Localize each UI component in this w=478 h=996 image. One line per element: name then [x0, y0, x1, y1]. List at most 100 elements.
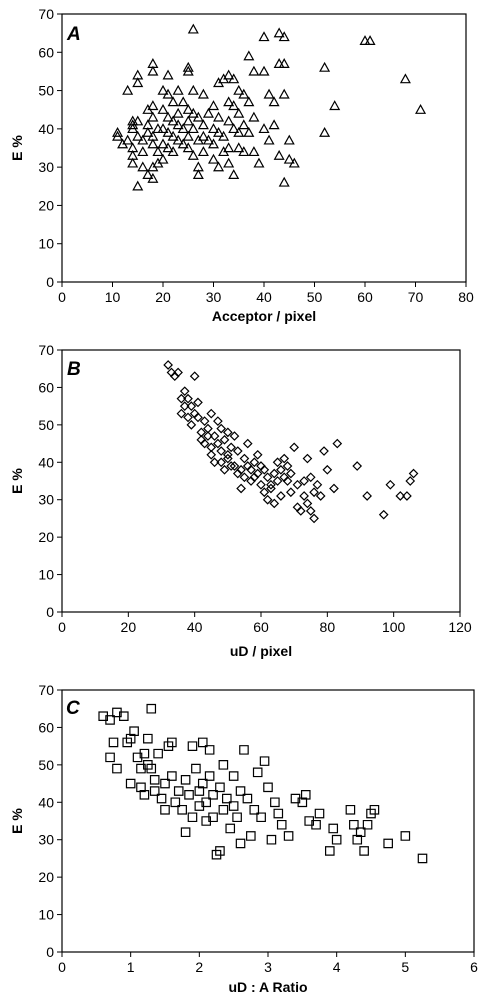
panel-a-triangle-point	[127, 157, 139, 168]
panel-b-y-tick-label: 70	[38, 342, 54, 358]
panel-b-diamond-point	[395, 491, 406, 501]
panel-c-square-point	[349, 819, 359, 830]
panel-a-triangle-point	[187, 107, 199, 118]
panel-a-triangle-point	[147, 100, 159, 111]
panel-a-triangle-point	[253, 157, 265, 168]
panel-a-triangle-point	[167, 96, 179, 107]
panel-a-triangle-point	[223, 157, 235, 168]
panel-b-x-tick-label: 80	[320, 619, 336, 635]
panel-c-square-point	[184, 790, 194, 800]
panel-a-points	[112, 23, 427, 191]
panel-b-diamond-point	[206, 408, 217, 419]
panel-b-diamond-point	[183, 412, 193, 423]
panel-c-square-point	[160, 778, 170, 789]
panel-b-diamond-point	[232, 446, 243, 456]
panel-a-triangle-point	[167, 130, 179, 141]
panel-a-triangle-point	[132, 180, 144, 191]
panel-c-square-point	[105, 752, 115, 763]
panel-b-diamond-point	[329, 483, 339, 494]
panel-c-square-point	[270, 797, 280, 808]
panel-b-diamond-point	[309, 513, 319, 524]
panel-c-x-tick-label: 4	[333, 959, 341, 975]
panel-a-triangle-point	[223, 96, 235, 107]
panel-c-square-point	[225, 823, 236, 834]
panel-a-triangle-point	[223, 69, 235, 80]
panel-a-triangle-point	[202, 107, 214, 118]
panel-a-triangle-point	[223, 115, 235, 126]
panel-c-square-point	[369, 804, 380, 815]
panel-b-diamond-point	[279, 453, 290, 464]
panel-a-triangle-point	[147, 111, 159, 122]
panel-b-diamond-point	[252, 449, 263, 460]
panel-a-triangle-point	[152, 146, 164, 157]
panel-c-square-point	[345, 804, 356, 815]
panel-a-triangle-point	[258, 123, 270, 134]
panel-a-triangle-point	[172, 84, 184, 95]
panel-c-x-axis-label: uD : A Ratio	[228, 979, 307, 995]
panel-b-diamond-point	[266, 483, 276, 494]
panel-c-square-point	[136, 763, 146, 774]
panel-b-diamond-point	[286, 468, 296, 479]
panel-a-triangle-point	[258, 31, 270, 42]
panel-b-diamond-point	[216, 446, 227, 456]
panel-c-square-point	[400, 831, 411, 841]
panel-b-diamond-point	[262, 494, 273, 505]
panel-c-x-tick-label: 1	[127, 959, 135, 975]
panel-c-square-point	[417, 853, 428, 864]
panel-c-square-point	[383, 838, 393, 849]
panel-a-triangle-point	[202, 134, 214, 145]
panel-a-triangle-point	[112, 130, 124, 141]
panel-b-diamond-point	[189, 371, 200, 382]
panel-b-x-tick-label: 40	[187, 619, 203, 635]
panel-a-x-tick-label: 30	[206, 289, 222, 305]
panel-c-x-tick-label: 2	[195, 959, 203, 975]
panel-a-triangle-point	[182, 115, 194, 126]
panel-a-triangle-point	[187, 84, 199, 95]
panel-c-square-point	[352, 834, 363, 845]
panel-b-diamond-point	[222, 453, 233, 464]
panel-a-x-ticks: 0 10 20 30 40 50 60 70 80	[58, 282, 474, 305]
panel-c-square-point	[304, 816, 314, 826]
panel-b-diamond-point	[272, 476, 283, 486]
panel-b-diamond-point	[226, 442, 236, 453]
panel-a-triangle-point	[288, 157, 300, 168]
panel-c-square-point	[300, 790, 311, 800]
panel-a-triangle-point	[172, 134, 184, 145]
panel-a-triangle-point	[182, 61, 194, 72]
panel-c-square-point	[252, 767, 263, 778]
panel-c-square-point	[146, 703, 157, 714]
panel-a-triangle-point	[147, 65, 159, 76]
panel-a-triangle-point	[167, 115, 179, 126]
panel-a-triangle-point	[268, 96, 280, 107]
panel-b-diamond-point	[199, 416, 210, 426]
panel-c: C uD : A Ratio E % 0 1 2 3 4 5 6 0 10 20 30 40 50 60…	[9, 682, 478, 995]
panel-b-diamond-point	[239, 472, 250, 483]
panel-a-x-tick-label: 60	[357, 289, 373, 305]
panel-b-diamond-point	[282, 461, 293, 471]
panel-a-triangle-point	[248, 111, 260, 122]
panel-b-diamond-point	[362, 491, 372, 501]
panel-b-y-tick-label: 50	[38, 417, 54, 433]
panel-c-square-point	[160, 804, 170, 815]
panel-b-diamond-point	[269, 468, 280, 479]
panel-c-square-point	[211, 849, 222, 860]
panel-c-square-point	[215, 846, 225, 856]
panel-b-diamond-point	[193, 397, 203, 408]
panel-b-y-tick-label: 20	[38, 529, 54, 545]
panel-a-triangle-point	[207, 153, 220, 164]
panel-b-diamond-point	[299, 491, 309, 501]
panel-a: A Acceptor / pixel E % 0 10 20 30 40 50 60 70 80…	[9, 6, 474, 324]
panel-c-square-point	[112, 707, 122, 718]
panel-c-x-tick-label: 0	[58, 959, 66, 975]
panel-a-triangle-point	[197, 146, 209, 157]
panel-c-square-point	[139, 748, 150, 759]
panel-a-triangle-point	[278, 176, 290, 187]
panel-b-diamond-point	[179, 386, 190, 397]
panel-a-y-tick-label: 40	[38, 121, 54, 137]
panel-a-y-tick-label: 60	[38, 44, 54, 60]
panel-b-diamond-point	[213, 438, 223, 449]
panel-a-triangle-point	[213, 111, 225, 122]
panel-a-triangle-point	[207, 100, 220, 111]
panel-a-triangle-point	[258, 65, 270, 76]
